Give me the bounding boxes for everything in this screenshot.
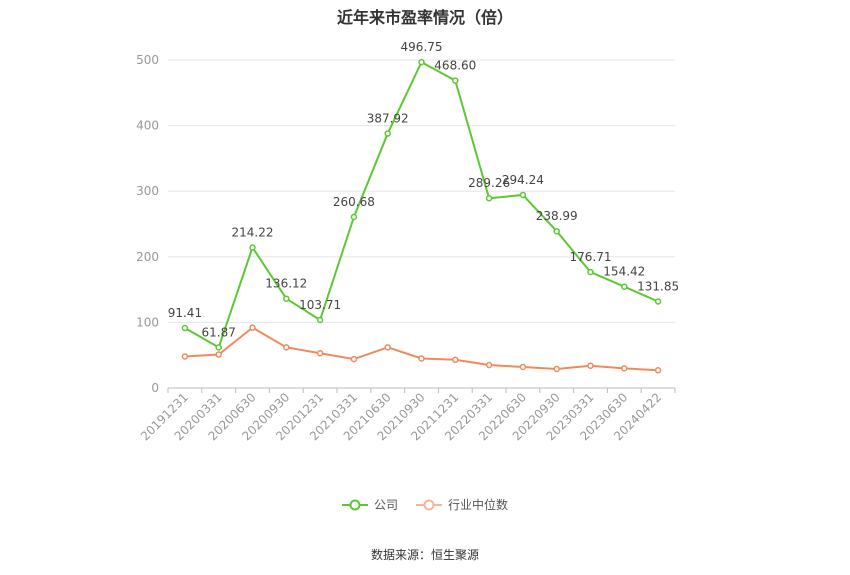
series-line-1 [184, 326, 659, 372]
data-point-1 [519, 363, 527, 371]
data-point-1 [384, 344, 391, 351]
legend-swatch-industry-icon [416, 499, 442, 510]
data-label: 238.99 [536, 209, 578, 223]
y-tick-label: 500 [136, 53, 159, 67]
y-tick-label: 400 [136, 119, 159, 133]
data-point-1 [350, 355, 358, 363]
data-point-0 [587, 268, 594, 276]
data-point-0 [418, 58, 425, 66]
data-point-0 [215, 344, 222, 351]
data-label: 260.68 [333, 195, 375, 209]
data-point-1 [485, 361, 493, 369]
legend-swatch-company-icon [341, 499, 368, 510]
data-point-1 [654, 367, 662, 374]
source-note: 数据来源：恒生聚源 [370, 548, 479, 562]
legend-label-company: 公司 [373, 498, 398, 512]
data-label: 61.87 [202, 325, 236, 339]
data-point-0 [316, 316, 324, 324]
data-label: 103.71 [299, 298, 341, 312]
data-label: 387.92 [367, 112, 409, 126]
data-point-1 [283, 344, 290, 351]
data-point-1 [553, 365, 560, 373]
data-point-0 [452, 77, 459, 84]
data-label: 289.26 [468, 176, 510, 190]
legend: 公司 行业中位数 [0, 496, 850, 513]
legend-item-company[interactable]: 公司 [341, 496, 398, 513]
data-label: 214.22 [232, 225, 274, 239]
data-point-1 [418, 355, 425, 362]
data-label: 468.60 [434, 59, 476, 73]
data-label: 91.41 [168, 306, 202, 320]
series-line-0 [184, 60, 659, 349]
chart-title: 近年来市盈率情况（倍） [336, 8, 513, 27]
y-tick-label: 0 [151, 381, 159, 395]
data-point-0 [249, 244, 256, 251]
data-point-1 [316, 349, 324, 357]
data-point-1 [249, 324, 256, 331]
legend-item-industry-median[interactable]: 行业中位数 [416, 496, 508, 513]
data-point-0 [283, 295, 290, 302]
data-point-1 [181, 353, 189, 360]
legend-label-industry-median: 行业中位数 [448, 498, 509, 512]
y-tick-label: 200 [136, 250, 159, 264]
y-tick-label: 100 [136, 315, 159, 329]
data-point-0 [350, 213, 358, 221]
data-point-1 [452, 356, 459, 364]
data-point-1 [587, 362, 594, 369]
data-point-0 [519, 191, 527, 199]
y-tick-label: 300 [136, 184, 159, 198]
data-point-0 [654, 298, 662, 305]
data-point-1 [215, 351, 222, 358]
data-point-1 [621, 365, 628, 372]
data-label: 294.24 [502, 173, 544, 187]
data-point-0 [553, 227, 560, 235]
data-label: 496.75 [401, 40, 443, 54]
data-label: 136.12 [265, 277, 307, 291]
data-point-0 [621, 283, 628, 290]
data-point-0 [384, 130, 391, 137]
data-point-0 [485, 194, 493, 202]
data-label: 176.71 [570, 250, 612, 264]
data-label: 154.42 [603, 265, 645, 279]
data-label: 131.85 [637, 280, 679, 294]
data-point-0 [181, 324, 189, 332]
